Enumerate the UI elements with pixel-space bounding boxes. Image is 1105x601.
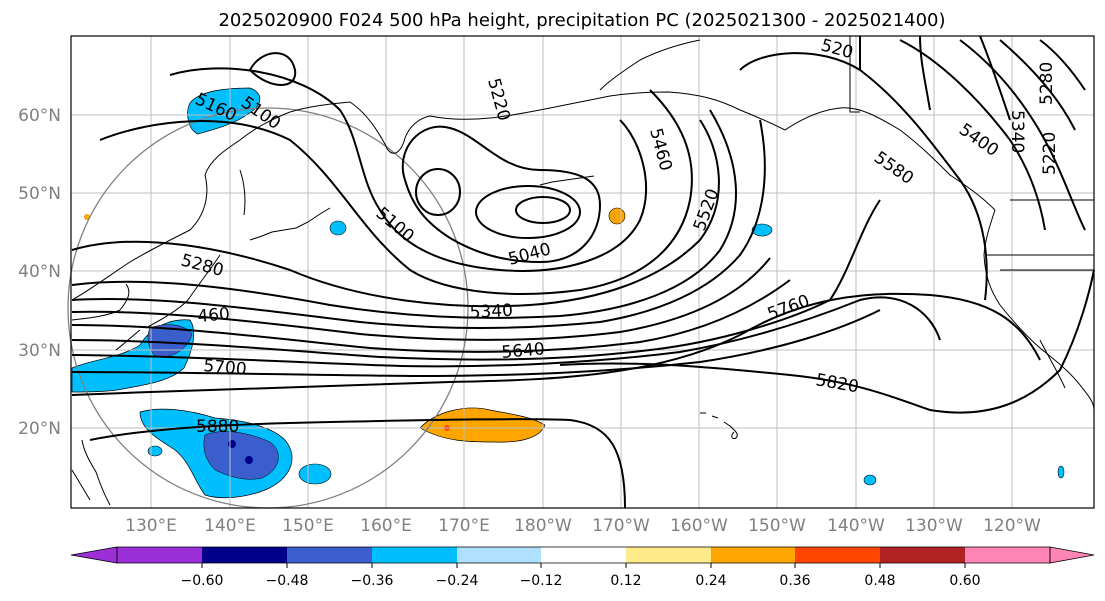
lat-label: 60°N (18, 106, 61, 126)
lon-label: 130°W (905, 516, 963, 536)
colorbar-extend-low (70, 546, 118, 564)
colorbar-segment (541, 547, 626, 563)
lon-label: 170°E (438, 516, 490, 536)
colorbar-segment (880, 547, 965, 563)
lon-label: 140°E (204, 516, 256, 536)
lon-label: 160°E (360, 516, 412, 536)
colorbar-tick: −0.24 (436, 573, 479, 589)
colorbar-segment (711, 547, 795, 563)
contour-label: 5880 (196, 417, 239, 437)
colorbar-tick: 0.60 (949, 573, 980, 589)
lat-label: 30°N (18, 341, 61, 361)
lon-label: 170°W (592, 516, 650, 536)
graticule (71, 36, 1094, 508)
lon-label: 150°E (282, 516, 334, 536)
colorbar-segment (372, 547, 457, 563)
lon-label: 160°W (670, 516, 728, 536)
lon-label: 180°W (514, 516, 572, 536)
contour-labels: 5160 5100 5220 5460 5400 5340 5280 5220 … (179, 36, 1060, 437)
lat-label: 20°N (18, 419, 61, 439)
contour-label: 5340 (1007, 110, 1027, 153)
colorbar-segment (795, 547, 880, 563)
lat-labels: 60°N 50°N 40°N 30°N 20°N (18, 106, 61, 439)
contour-label: 5700 (203, 356, 248, 380)
contour-label: 5220 (1040, 132, 1060, 175)
colorbar-tick: 0.48 (864, 573, 895, 589)
lat-label: 50°N (18, 184, 61, 204)
lon-labels: 130°E 140°E 150°E 160°E 170°E 180°W 170°… (125, 516, 1041, 536)
colorbar-segment (626, 547, 711, 563)
lon-label: 130°E (125, 516, 177, 536)
colorbar-tick: −0.48 (266, 573, 309, 589)
colorbar-tick: 0.12 (610, 573, 641, 589)
colorbar-segment (457, 547, 541, 563)
lat-label: 40°N (18, 262, 61, 282)
colorbar-tick: −0.60 (181, 573, 224, 589)
colorbar: −0.60 −0.48 −0.36 −0.24 −0.12 0.12 0.24 … (70, 546, 1095, 589)
lon-label: 150°W (748, 516, 806, 536)
contour-label: 5640 (501, 339, 546, 363)
colorbar-segment (965, 547, 1050, 563)
lon-label: 140°W (827, 516, 885, 536)
colorbar-tick: −0.12 (520, 573, 563, 589)
colorbar-extend-high (1049, 546, 1095, 564)
lon-label: 120°W (983, 516, 1041, 536)
contour-label: 5340 (469, 301, 513, 323)
colorbar-tick: 0.36 (779, 573, 810, 589)
colorbar-segment (287, 547, 372, 563)
colorbar-tick: 0.24 (695, 573, 726, 589)
contour-label: 5280 (1037, 62, 1057, 105)
contour-label: 460 (197, 304, 231, 327)
height-contours (71, 35, 1095, 509)
colorbar-segment (117, 547, 202, 563)
map-title: 2025020900 F024 500 hPa height, precipit… (218, 10, 945, 31)
colorbar-segment (202, 547, 287, 563)
map-frame (70, 35, 1095, 509)
colorbar-tick: −0.36 (351, 573, 394, 589)
